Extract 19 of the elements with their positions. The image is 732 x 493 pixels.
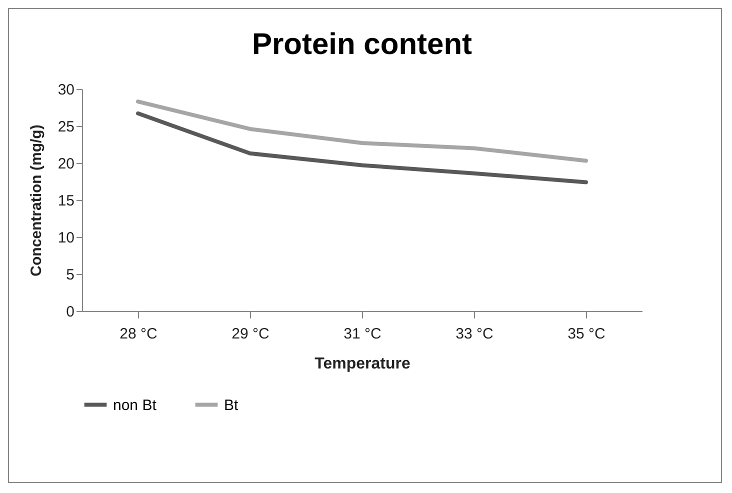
y-tick-label: 5 bbox=[66, 266, 74, 284]
y-tick-label: 30 bbox=[58, 82, 74, 98]
x-axis-title: Temperature bbox=[314, 356, 410, 372]
x-tick-label: 35 °C bbox=[568, 326, 606, 342]
y-tick-label: 20 bbox=[58, 156, 74, 172]
chart-title: Protein content bbox=[252, 28, 472, 61]
x-tick-label: 29 °C bbox=[232, 326, 270, 342]
legend-label: non Bt bbox=[113, 396, 158, 414]
y-axis-title: Concentration (mg/g) bbox=[28, 124, 45, 276]
x-tick-label: 31 °C bbox=[344, 326, 382, 342]
y-tick-label: 25 bbox=[58, 118, 74, 136]
y-tick-label: 10 bbox=[58, 230, 74, 246]
x-tick-label: 28 °C bbox=[120, 326, 158, 342]
x-tick-label: 33 °C bbox=[456, 326, 494, 342]
y-tick-label: 0 bbox=[66, 304, 74, 320]
line-series bbox=[136, 111, 588, 184]
legend-label: Bt bbox=[224, 396, 240, 414]
line-series bbox=[136, 100, 588, 163]
y-tick-label: 15 bbox=[58, 192, 74, 210]
